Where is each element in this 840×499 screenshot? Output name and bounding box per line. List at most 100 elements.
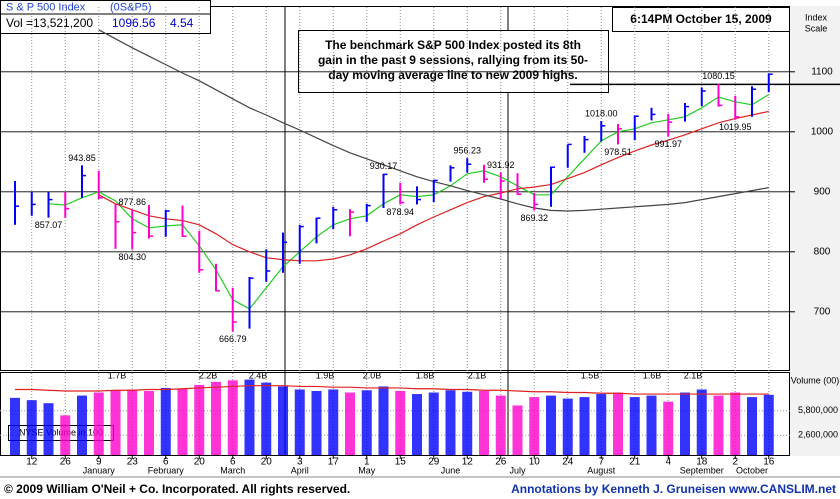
x-tick-label: 20 [261,457,273,468]
month-label: October [736,465,768,475]
volume-bar [663,401,674,455]
month-label: August [587,465,616,475]
volume-bar [495,395,506,455]
x-tick-label: 29 [428,457,440,468]
volume-bar [26,400,37,455]
x-tick-label: 26 [60,457,72,468]
volume-bar [445,390,456,455]
volume-bar [328,389,339,455]
volume-text: Vol =13,521,200 [6,16,93,30]
moving-average [48,94,770,310]
volume-bar [462,391,473,455]
x-tick-label: 17 [328,457,340,468]
volume-bar [646,395,657,455]
x-tick-label: 6 [230,457,236,468]
x-tick-label: 24 [562,457,574,468]
volume-bar [713,395,724,455]
price-annotation: 1018.00 [585,108,618,118]
month-label: July [509,465,526,475]
price-annotation: 978.51 [604,147,632,157]
volume-bar [730,392,741,455]
volume-tick-label: 2,600,000 [798,430,838,440]
volume-bar [127,389,138,455]
timestamp-box [612,7,790,32]
price-annotation: 931.92 [487,160,515,170]
volume-bar [194,384,205,455]
y-tick-label: 1100 [811,66,833,77]
callout-line: gain in the past 9 sessions, rallying fr… [318,53,588,67]
x-tick-label: 12 [462,457,474,468]
x-tick-label: 12 [26,457,38,468]
price-annotation: 869.32 [520,213,548,223]
x-tick-label: 26 [495,457,507,468]
volume-bar [579,397,590,455]
x-tick-label: 1 [364,457,370,468]
price-annotation: 666.79 [219,334,247,344]
x-tick-label: 4 [665,457,671,468]
volume-bar [361,390,372,455]
x-tick-label: 9 [96,457,102,468]
month-label: June [441,465,461,475]
y-tick-label: 900 [814,186,831,197]
y-tick-label: 800 [814,246,831,257]
volume-bar [412,394,422,455]
volume-bar [629,397,640,455]
x-tick-label: 6 [163,457,169,468]
volume-bar [395,391,406,455]
volume-bar [613,392,623,455]
volume-average [15,385,769,395]
title: S & P 500 Index [6,1,86,13]
moving-average [98,110,769,262]
volume-bar [211,381,221,455]
volume-bar [680,392,690,455]
x-tick-label: 23 [127,457,139,468]
volume-bar [144,391,154,455]
volume-bar [60,415,71,455]
price-annotation: 857.07 [35,220,63,230]
price-annotation: 878.94 [386,207,414,217]
price-annotation: 877.86 [118,197,146,207]
volume-bar [345,392,355,455]
month-label: May [358,465,376,475]
callout-line: day moving average line to new 2009 high… [328,68,577,82]
volume-bar [763,394,774,455]
volume-annotation: 1.6B [643,370,662,380]
x-tick-label: 3 [297,457,303,468]
volume-bar [43,403,54,455]
y-tick-label: 1000 [811,126,834,137]
month-label: April [291,465,309,475]
volume-bar [747,397,757,455]
volume-bar [177,388,188,455]
volume-bar [77,395,87,455]
price-annotation: 956.23 [453,146,481,156]
volume-annotation: 2.2B [199,370,218,380]
axis-label: Scale [805,23,828,33]
volume-bar [93,392,104,455]
footer-right: Annotations by Kenneth J. Gruneisen www.… [511,482,836,496]
volume-annotation: 1.5B [581,370,600,380]
volume-bar [244,379,255,455]
header-box [0,0,211,34]
volume-bar [378,386,389,455]
volume-bar [294,389,305,455]
month-label: March [220,465,245,475]
x-tick-label: 18 [696,457,708,468]
price-annotation: 991.97 [654,139,682,149]
volume-bar [227,380,238,455]
volume-annotation: 2.1B [684,370,703,380]
volume-annotation: 1.7B [108,370,127,380]
change: 4.54 [170,16,194,30]
volume-bar [110,390,121,455]
volume-annotation: 2.0B [363,370,382,380]
x-tick-label: 20 [194,457,206,468]
volume-bar [512,405,523,455]
month-label: January [83,465,116,475]
volume-annotation: 2.1B [468,370,487,380]
x-tick-label: 21 [629,457,641,468]
symbol: (0S&P5) [110,1,152,13]
volume-bar [562,398,573,455]
x-tick-label: 10 [529,457,541,468]
volume-annotation: 2.4B [249,370,268,380]
